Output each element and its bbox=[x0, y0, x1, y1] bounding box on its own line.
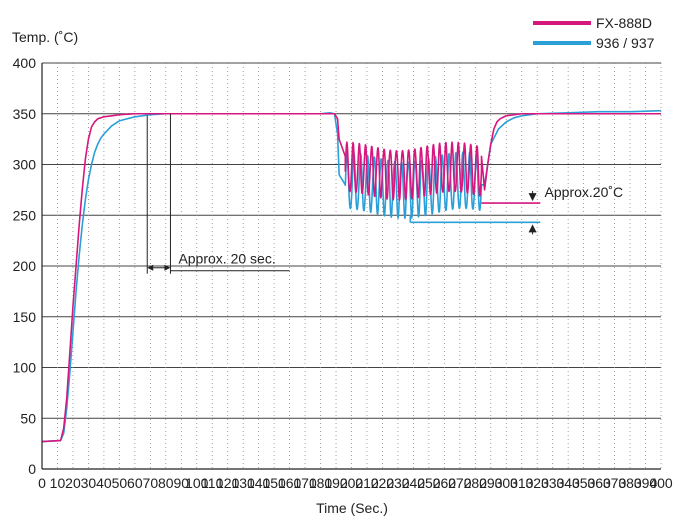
x-axis-title: Time (Sec.) bbox=[316, 500, 388, 516]
arrowhead-down-icon bbox=[528, 193, 537, 202]
x-tick-label: 80 bbox=[158, 475, 174, 491]
arrowhead-left-icon bbox=[147, 264, 154, 271]
x-tick-label: 120 bbox=[216, 475, 240, 491]
x-tick-label: 310 bbox=[510, 475, 534, 491]
x-tick-label: 130 bbox=[231, 475, 255, 491]
x-tick-label: 270 bbox=[448, 475, 472, 491]
y-tick-label: 200 bbox=[13, 258, 37, 274]
y-tick-label: 150 bbox=[13, 309, 37, 325]
x-tick-label: 230 bbox=[386, 475, 410, 491]
x-tick-label: 100 bbox=[185, 475, 209, 491]
temp-diff-label: Approx.20˚C bbox=[545, 184, 624, 200]
x-tick-label: 370 bbox=[603, 475, 627, 491]
x-tick-label: 170 bbox=[293, 475, 317, 491]
x-tick-label: 240 bbox=[402, 475, 426, 491]
x-tick-label: 200 bbox=[340, 475, 364, 491]
y-tick-label: 300 bbox=[13, 157, 37, 173]
y-tick-label: 350 bbox=[13, 106, 37, 122]
annotation-layer: Approx. 20 sec. Approx.20˚C bbox=[146, 113, 624, 274]
x-tick-label: 300 bbox=[495, 475, 519, 491]
x-tick-label: 210 bbox=[355, 475, 379, 491]
y-tick-label: 0 bbox=[28, 461, 36, 477]
y-axis-title: Temp. (˚C) bbox=[12, 29, 78, 45]
x-tick-label: 220 bbox=[371, 475, 395, 491]
x-tick-label: 140 bbox=[247, 475, 271, 491]
legend-label: FX-888D bbox=[596, 15, 652, 31]
x-tick-label: 50 bbox=[112, 475, 128, 491]
x-tick-label: 180 bbox=[309, 475, 333, 491]
x-tick-label: 320 bbox=[526, 475, 550, 491]
y-tick-label: 250 bbox=[13, 207, 37, 223]
time-span-label: Approx. 20 sec. bbox=[178, 251, 275, 267]
axes bbox=[41, 63, 661, 470]
x-tick-label: 90 bbox=[173, 475, 189, 491]
legend-label: 936 / 937 bbox=[596, 35, 655, 51]
x-tick-label: 190 bbox=[324, 475, 348, 491]
x-tick-label: 110 bbox=[201, 475, 224, 491]
x-tick-label: 60 bbox=[127, 475, 143, 491]
x-tick-label: 350 bbox=[572, 475, 596, 491]
x-tick-label: 40 bbox=[96, 475, 112, 491]
x-tick-label: 380 bbox=[618, 475, 642, 491]
legend: FX-888D 936 / 937 bbox=[533, 15, 655, 51]
x-tick-label: 290 bbox=[479, 475, 503, 491]
x-tick-label: 150 bbox=[262, 475, 286, 491]
x-tick-label: 20 bbox=[65, 475, 81, 491]
x-tick-label: 70 bbox=[143, 475, 159, 491]
x-tick-label: 330 bbox=[541, 475, 565, 491]
x-tick-label: 160 bbox=[278, 475, 302, 491]
x-tick-label: 260 bbox=[433, 475, 457, 491]
y-tick-label: 400 bbox=[13, 55, 37, 71]
x-tick-label: 0 bbox=[38, 475, 46, 491]
x-tick-label: 250 bbox=[417, 475, 441, 491]
y-tick-label: 50 bbox=[20, 410, 36, 426]
x-tick-label: 30 bbox=[81, 475, 97, 491]
x-tick-label: 400 bbox=[649, 475, 673, 491]
x-tick-label: 280 bbox=[464, 475, 488, 491]
arrowhead-right-icon bbox=[164, 264, 171, 271]
x-tick-label: 340 bbox=[556, 475, 580, 491]
x-tick-label: 10 bbox=[50, 475, 66, 491]
y-tick-label: 100 bbox=[13, 360, 37, 376]
series-line-fx-888d bbox=[41, 112, 661, 443]
x-tick-label: 390 bbox=[634, 475, 658, 491]
series-layer bbox=[41, 109, 662, 443]
x-tick-label: 360 bbox=[587, 475, 611, 491]
